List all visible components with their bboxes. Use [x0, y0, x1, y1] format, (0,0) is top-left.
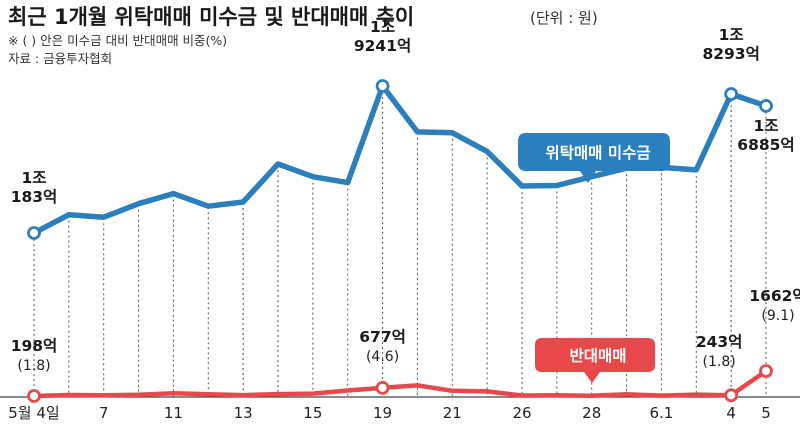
data-point [375, 79, 390, 93]
value-label: 198억 [11, 336, 58, 355]
data-point [724, 87, 739, 101]
data-point [724, 388, 739, 403]
x-tick-label: 13 [234, 404, 253, 422]
x-tick-label: 15 [303, 404, 322, 422]
x-tick-label: 7 [99, 404, 109, 422]
value-label: 1조 [719, 26, 744, 44]
legend-label-margin-debt: 위탁매매 미수금 [545, 144, 650, 162]
value-label: 677억 [359, 327, 406, 346]
legend-callout-forced-liquidation: 반대매매 [535, 338, 655, 383]
chart-source: 자료 : 금융투자협회 [8, 51, 112, 66]
x-tick-label: 19 [373, 404, 392, 422]
data-point [759, 364, 773, 378]
legend-callout-margin-debt: 위탁매매 미수금 [518, 133, 670, 183]
chart-title: 최근 1개월 위탁매매 미수금 및 반대매매 추이 [8, 5, 414, 29]
value-label: (1.8) [703, 354, 736, 370]
x-tick-label: 5월 4일 [8, 404, 59, 422]
data-point [759, 99, 773, 113]
value-label: 9241억 [354, 36, 411, 55]
x-tick-label: 6.1 [649, 404, 673, 422]
value-label: 1조 [21, 169, 46, 187]
value-label: (1.8) [17, 358, 50, 374]
x-tick-labels: 5월 4일 7 11 13 15 19 21 26 28 6.1 4 5 [8, 404, 771, 422]
chart-note: ※ ( ) 안은 미수금 대비 반대매매 비중(%) [8, 33, 227, 48]
value-label: 183억 [11, 187, 58, 206]
data-point [375, 380, 390, 395]
x-tick-label: 21 [443, 404, 462, 422]
value-label: 1조 [370, 18, 395, 36]
x-tick-label: 28 [582, 404, 601, 422]
value-label: 1662억 [749, 286, 800, 305]
value-label: 243억 [696, 332, 743, 351]
x-tick-label: 26 [512, 404, 531, 422]
value-label: 1조 [753, 117, 778, 135]
value-labels: 1조183억1조9241억1조8293억1조6885억198억(1.8)677억… [11, 18, 800, 374]
legend-label-forced-liquidation: 반대매매 [569, 347, 626, 365]
value-label: 6885억 [737, 135, 794, 154]
value-label: 8293억 [702, 44, 759, 63]
data-point [27, 389, 41, 403]
chart-unit: (단위 : 원) [530, 9, 598, 27]
value-label: (9.1) [761, 308, 794, 324]
x-tick-label: 4 [726, 404, 736, 422]
value-label: (4.6) [366, 349, 399, 365]
series-line-1 [31, 368, 769, 399]
series-layer [27, 79, 773, 403]
data-point [27, 226, 41, 240]
x-tick-label: 11 [164, 404, 183, 422]
x-tick-label: 5 [761, 404, 771, 422]
